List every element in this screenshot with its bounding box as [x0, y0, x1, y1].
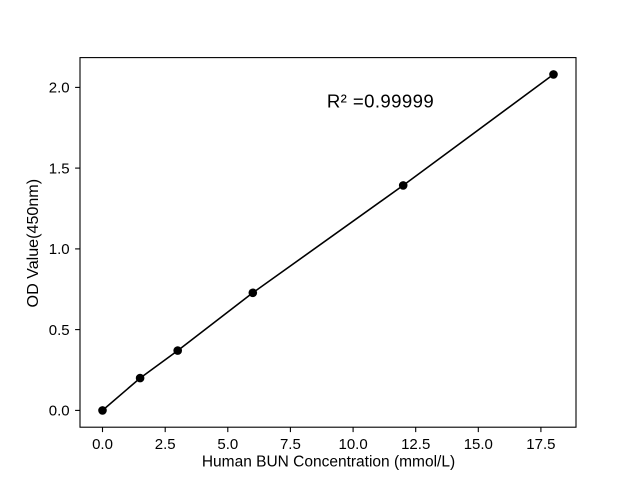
- svg-text:10.0: 10.0: [338, 436, 367, 453]
- svg-text:17.5: 17.5: [526, 436, 555, 453]
- svg-text:R² =0.99999: R² =0.99999: [327, 91, 434, 112]
- svg-text:2.0: 2.0: [49, 80, 70, 97]
- svg-text:1.5: 1.5: [49, 160, 70, 177]
- svg-text:2.5: 2.5: [155, 436, 176, 453]
- svg-text:5.0: 5.0: [217, 436, 238, 453]
- svg-text:12.5: 12.5: [401, 436, 430, 453]
- svg-text:15.0: 15.0: [464, 436, 493, 453]
- svg-text:OD Value(450nm): OD Value(450nm): [24, 179, 42, 308]
- svg-text:7.5: 7.5: [280, 436, 301, 453]
- svg-text:0.0: 0.0: [49, 403, 70, 420]
- svg-text:0.0: 0.0: [92, 436, 113, 453]
- svg-text:1.0: 1.0: [49, 241, 70, 258]
- svg-text:Human BUN Concentration (mmol/: Human BUN Concentration (mmol/L): [202, 454, 455, 471]
- svg-text:0.5: 0.5: [49, 322, 70, 339]
